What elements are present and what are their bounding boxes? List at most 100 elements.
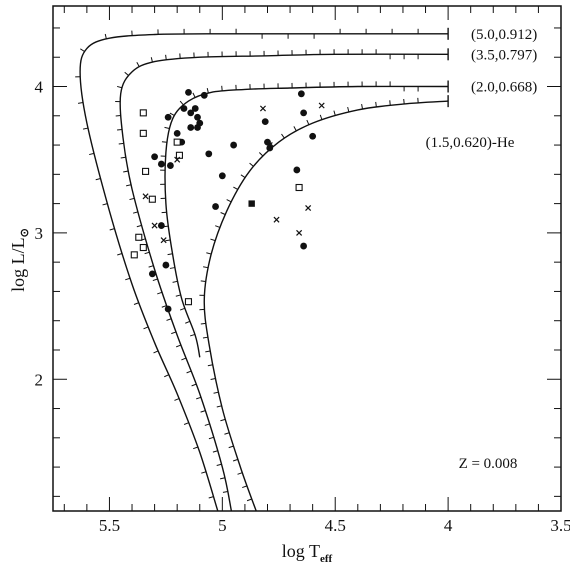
x-axis-title: log Teff <box>282 541 333 565</box>
track-hatch <box>213 391 219 394</box>
track-hatch <box>153 350 159 354</box>
track-hatch <box>164 374 170 378</box>
point-filled-circle <box>164 113 172 121</box>
track-hatch <box>179 100 184 106</box>
track-hatch <box>319 114 323 120</box>
x-tick-label: 5.5 <box>99 516 120 535</box>
track-hatch <box>208 436 214 440</box>
point-filled-circle <box>148 270 156 278</box>
track-hatch <box>204 423 210 426</box>
track-hatch <box>161 305 167 308</box>
point-open-square <box>139 243 147 252</box>
point-filled-circle <box>261 118 269 126</box>
track-hatch <box>306 119 310 125</box>
track-hatch <box>240 174 246 178</box>
point-filled-circle <box>218 172 226 180</box>
track-hatch <box>183 422 189 425</box>
point-cross-stroke <box>305 204 312 212</box>
point-filled-square <box>248 200 255 207</box>
track-hatch <box>169 112 175 116</box>
point-open-square <box>173 138 181 146</box>
track-hatch <box>281 133 285 139</box>
track-hatch <box>200 280 206 282</box>
star-points <box>130 88 325 313</box>
track-hatch <box>169 267 175 269</box>
point-cross-stroke <box>318 102 325 109</box>
point-filled-circle <box>157 160 165 168</box>
point-filled-circle <box>157 222 165 229</box>
track-hatch <box>347 106 350 113</box>
point-filled-circle <box>300 242 308 250</box>
track-line <box>79 33 449 512</box>
point-filled-circle <box>230 141 238 149</box>
track-hatch <box>220 418 226 422</box>
point-cross-stroke <box>259 105 266 112</box>
point-cross-stroke <box>174 156 181 163</box>
track-hatch <box>186 370 192 374</box>
y-tick-label: 4 <box>35 78 44 97</box>
track-hatch <box>152 278 158 282</box>
track-hatch <box>171 331 177 335</box>
x-tick-label: 5 <box>218 516 227 535</box>
point-filled-circle <box>162 261 170 269</box>
track-hatch <box>109 228 115 231</box>
track-hatch <box>167 253 173 256</box>
point-open-square <box>130 251 138 259</box>
track-hatch <box>82 127 89 130</box>
point-filled-circle <box>151 153 159 161</box>
track-hatch <box>118 142 124 145</box>
track-hatch <box>200 322 206 325</box>
point-open-square <box>139 129 147 137</box>
track-hatch <box>129 197 135 201</box>
axis-ticks <box>53 6 562 511</box>
track-hatch <box>258 152 264 157</box>
track-hatch <box>116 85 123 89</box>
y-axis-title: log L/L⊙ <box>8 228 31 292</box>
track-hatch <box>215 225 221 228</box>
point-open-square <box>135 233 143 241</box>
track-hatch <box>165 54 167 60</box>
track-hatch <box>226 199 232 203</box>
track-hatch <box>148 265 154 268</box>
track-hatch <box>174 398 180 401</box>
track-hatch <box>196 396 202 400</box>
point-cross-stroke <box>296 229 303 236</box>
track-hatch <box>104 33 107 39</box>
evolutionary-tracks <box>75 27 449 512</box>
track-hatch <box>361 103 364 110</box>
track-hatch <box>117 253 123 256</box>
track-hatch <box>220 212 226 215</box>
point-open-square <box>184 298 193 306</box>
track-hatch <box>165 239 171 242</box>
track-label: (2.0,0.668) <box>471 80 537 96</box>
track-hatch <box>200 410 206 413</box>
track-hatch <box>117 128 123 131</box>
track-hatch <box>208 496 214 499</box>
track-hatch <box>124 71 129 76</box>
track-hatch <box>224 432 230 435</box>
point-filled-circle <box>187 124 195 131</box>
x-tick-label: 4.5 <box>325 516 346 535</box>
point-filled-circle <box>191 105 199 112</box>
point-cross <box>273 216 280 223</box>
track-line <box>203 100 449 512</box>
point-open-square <box>175 151 183 159</box>
point-open-square <box>295 183 303 192</box>
track-hatch <box>157 291 163 295</box>
track-labels: (5.0,0.912) (3.5,0.797) (2.0,0.668) (1.5,0.… <box>426 27 538 151</box>
track-hatch <box>232 458 239 462</box>
track-hatch <box>120 156 126 159</box>
track-hatch <box>143 326 149 330</box>
track-hatch <box>77 102 84 104</box>
point-filled-circle <box>212 203 219 210</box>
point-cross <box>318 102 325 109</box>
metallicity-annotation: Z = 0.008 <box>459 456 518 472</box>
x-tick-label: 3.5 <box>550 516 570 535</box>
track-hatch <box>210 238 216 242</box>
track-hatch <box>207 364 213 367</box>
point-filled-circle <box>205 150 213 158</box>
point-filled-circle <box>297 90 305 98</box>
point-filled-circle <box>293 166 301 174</box>
point-open-square <box>139 109 147 117</box>
